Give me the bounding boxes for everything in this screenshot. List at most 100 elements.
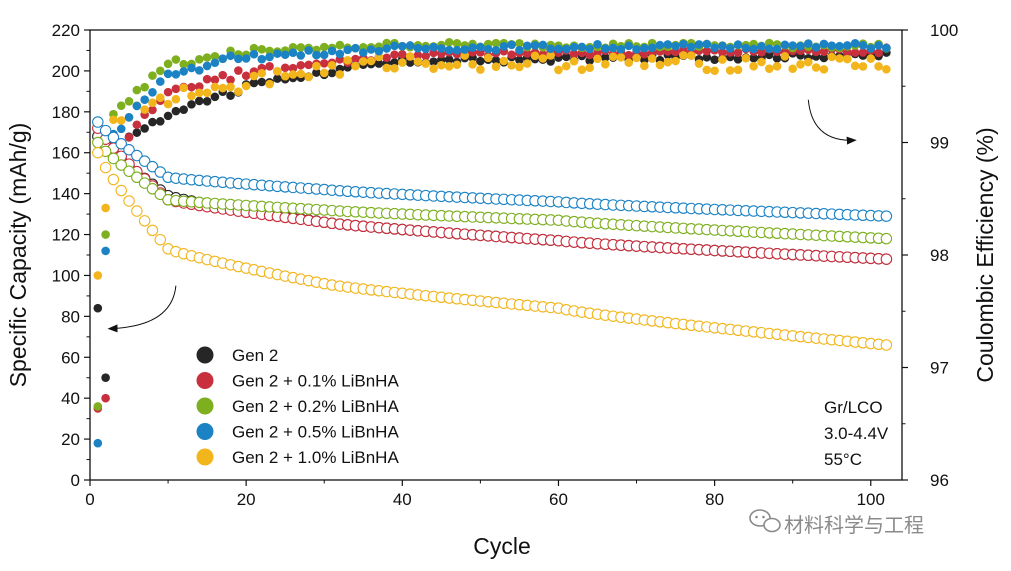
legend-label: Gen 2 + 1.0% LiBnHA	[232, 448, 399, 467]
ce-point	[296, 43, 306, 52]
ce-point	[796, 41, 805, 51]
ce-point	[647, 43, 657, 53]
ce-point	[93, 402, 103, 411]
ce-point	[140, 95, 149, 104]
ce-point	[835, 41, 844, 51]
ce-point	[163, 99, 173, 109]
ce-point	[288, 48, 298, 58]
ce-point	[155, 77, 165, 86]
capacity-point	[99, 124, 112, 137]
ce-point	[585, 44, 594, 54]
ce-point	[210, 75, 220, 85]
ce-point	[757, 57, 766, 67]
capacity-point	[138, 215, 151, 227]
ce-point	[257, 77, 267, 87]
ce-point	[827, 52, 837, 62]
ce-point	[280, 50, 290, 60]
ce-point	[476, 65, 485, 74]
ce-point	[655, 60, 665, 70]
ce-point	[866, 44, 876, 53]
ce-point	[312, 50, 321, 60]
ce-point	[265, 79, 274, 89]
ce-point	[561, 52, 571, 62]
x-tick-label: 0	[85, 490, 94, 509]
ce-point	[413, 57, 423, 67]
capacity-point	[880, 339, 893, 351]
ce-point	[327, 68, 337, 78]
ce-point	[195, 66, 204, 75]
y-left-tick-label: 40	[61, 389, 80, 408]
ce-point	[288, 63, 298, 73]
ce-point	[132, 101, 142, 111]
ce-point	[124, 112, 134, 122]
ce-point	[218, 83, 228, 93]
ce-point	[171, 55, 181, 64]
ce-point	[358, 48, 368, 57]
ce-point	[273, 49, 282, 58]
ce-point	[679, 51, 688, 60]
ce-point	[101, 246, 110, 256]
ce-point	[202, 61, 212, 71]
ce-point	[515, 45, 524, 55]
ce-point	[437, 60, 446, 70]
ce-point	[843, 48, 852, 57]
ce-point	[171, 70, 181, 79]
capacity-point	[154, 188, 167, 201]
ce-point	[304, 46, 313, 55]
ce-point	[522, 41, 532, 51]
ce-point	[390, 64, 399, 73]
ce-point	[226, 75, 235, 85]
y-left-axis-label: Specific Capacity (mAh/g)	[5, 123, 31, 388]
ce-point	[624, 50, 634, 60]
ce-point	[421, 59, 431, 68]
ce-point	[187, 63, 196, 73]
ce-point	[366, 56, 376, 66]
ce-point	[702, 46, 712, 56]
ce-point	[491, 62, 501, 71]
ce-point	[819, 53, 829, 63]
ce-point	[405, 41, 415, 50]
ce-point	[288, 70, 298, 79]
ce-point	[241, 71, 251, 81]
ce-point	[522, 59, 532, 68]
ce-point	[733, 48, 743, 57]
y-right-tick-label: 97	[930, 359, 949, 378]
ce-point	[249, 71, 259, 81]
ce-point	[741, 43, 751, 53]
legend-marker	[196, 448, 214, 466]
ce-point	[476, 56, 485, 66]
ce-point	[202, 97, 212, 106]
ce-point	[382, 44, 391, 53]
legend-label: Gen 2 + 0.5% LiBnHA	[232, 423, 399, 442]
ce-point	[858, 48, 868, 57]
ce-point	[577, 42, 587, 52]
ce-point	[280, 71, 290, 81]
ce-point	[437, 44, 446, 53]
wechat-icon	[749, 509, 781, 533]
y-left-axis: 0 20 40 60 80 100 120 140 160 180 200 220	[52, 21, 90, 490]
ce-point	[491, 45, 501, 55]
ce-point	[804, 57, 813, 67]
ce-point	[171, 84, 181, 94]
ce-point	[624, 58, 634, 67]
ce-point	[468, 43, 477, 52]
ce-point	[694, 59, 704, 68]
ce-point	[366, 45, 376, 54]
ce-point	[515, 62, 524, 72]
ce-point	[398, 49, 407, 59]
ce-point	[132, 120, 142, 130]
capacity-point	[880, 232, 893, 245]
ce-point	[335, 70, 345, 79]
ce-point	[124, 96, 134, 106]
ce-point	[835, 54, 844, 63]
ce-point	[421, 51, 431, 61]
ce-point	[601, 59, 610, 69]
ce-point	[249, 43, 259, 53]
ce-point	[718, 48, 727, 57]
ce-point	[351, 61, 360, 71]
ce-point	[554, 65, 563, 75]
ce-point	[132, 85, 142, 95]
ce-point	[327, 61, 337, 70]
ce-point	[507, 61, 516, 70]
